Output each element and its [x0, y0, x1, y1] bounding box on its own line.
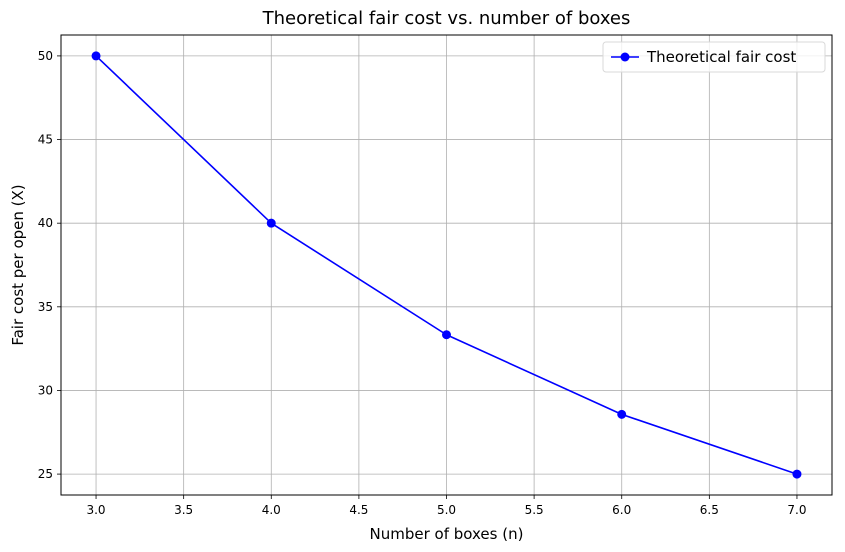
x-tick-label: 6.5 — [700, 503, 719, 517]
data-point — [617, 409, 627, 419]
y-tick-label: 40 — [38, 216, 53, 230]
data-point — [792, 469, 802, 479]
chart-title: Theoretical fair cost vs. number of boxe… — [262, 8, 631, 29]
x-axis-ticks: 3.0 3.5 4.0 4.5 5.0 5.5 6.0 6.5 7.0 — [86, 495, 807, 517]
legend-label: Theoretical fair cost — [646, 48, 796, 66]
legend-marker-swatch — [620, 52, 630, 62]
y-tick-label: 50 — [38, 49, 53, 63]
x-tick-label: 7.0 — [787, 503, 806, 517]
y-tick-label: 25 — [38, 467, 53, 481]
y-tick-label: 45 — [38, 133, 53, 147]
y-tick-label: 30 — [38, 383, 53, 397]
y-tick-label: 35 — [38, 300, 53, 314]
data-point — [266, 218, 276, 228]
data-point — [91, 51, 101, 61]
x-tick-label: 4.0 — [262, 503, 281, 517]
x-tick-label: 5.0 — [437, 503, 456, 517]
x-axis-label: Number of boxes (n) — [370, 525, 524, 543]
y-axis-ticks: 25 30 35 40 45 50 — [38, 49, 61, 481]
x-tick-label: 6.0 — [612, 503, 631, 517]
x-tick-label: 4.5 — [349, 503, 368, 517]
grid-lines — [61, 35, 832, 495]
x-tick-label: 5.5 — [525, 503, 544, 517]
legend-box — [602, 41, 826, 73]
y-axis-label: Fair cost per open (X) — [9, 184, 27, 345]
legend: Theoretical fair cost — [602, 41, 826, 73]
x-tick-label: 3.5 — [174, 503, 193, 517]
series-layer — [91, 51, 802, 479]
x-tick-label: 3.0 — [86, 503, 105, 517]
data-point — [442, 330, 451, 340]
